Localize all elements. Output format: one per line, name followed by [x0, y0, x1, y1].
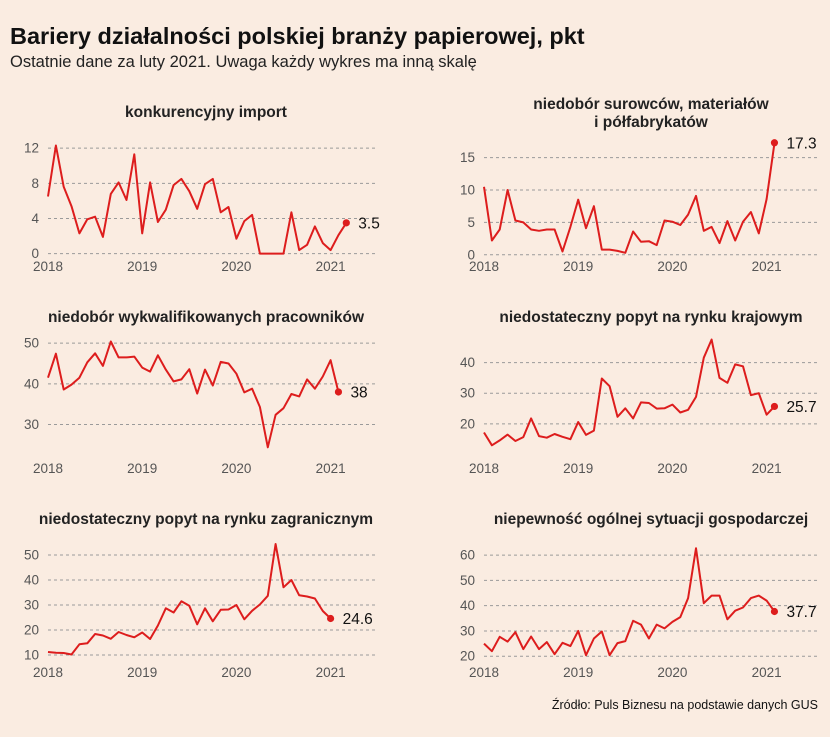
y-tick-label: 20 [460, 416, 475, 431]
end-point [342, 219, 350, 227]
x-tick-label: 2020 [657, 665, 687, 680]
end-value-label: 17.3 [786, 135, 816, 152]
end-point [770, 402, 779, 411]
x-tick-label: 2019 [563, 461, 593, 476]
series-line [47, 543, 332, 656]
x-tick-label: 2019 [563, 259, 593, 274]
x-tick-label: 2021 [752, 259, 782, 274]
y-tick-label: 50 [24, 336, 39, 351]
x-tick-label: 2018 [469, 665, 499, 680]
y-tick-label: 40 [24, 573, 39, 588]
panel-title: niedostateczny popyt na rynku krajowym [499, 309, 802, 326]
end-point [770, 607, 779, 616]
x-tick-label: 2021 [316, 665, 346, 680]
y-tick-label: 10 [24, 648, 39, 663]
y-tick-label: 10 [460, 183, 475, 198]
x-tick-label: 2018 [33, 259, 63, 274]
chart-panel: niedostateczny popyt na rynku zagraniczn… [24, 511, 378, 680]
y-tick-label: 5 [467, 215, 475, 230]
x-tick-label: 2019 [127, 665, 157, 680]
chart-panel: niedostateczny popyt na rynku krajowym 20… [460, 309, 818, 476]
x-tick-label: 2021 [316, 259, 346, 274]
panel-title: niepewność ogólnej sytuacji gospodarczej [494, 511, 808, 528]
x-tick-label: 2021 [316, 461, 346, 476]
series-line [483, 547, 776, 657]
x-tick-label: 2019 [127, 461, 157, 476]
x-tick-label: 2020 [657, 259, 687, 274]
series-line [483, 338, 776, 447]
x-tick-label: 2020 [221, 259, 251, 274]
y-tick-label: 0 [31, 246, 39, 261]
end-value-label: 37.7 [786, 604, 816, 621]
y-tick-label: 12 [24, 141, 39, 156]
panel-title: niedobór surowców, materiałów [533, 96, 769, 113]
end-value-label: 3.5 [358, 215, 380, 232]
y-tick-label: 30 [460, 623, 475, 638]
x-tick-label: 2018 [469, 259, 499, 274]
y-tick-label: 40 [460, 355, 475, 370]
chart-panel: niepewność ogólnej sytuacji gospodarczej… [460, 511, 818, 680]
y-tick-label: 50 [460, 573, 475, 588]
x-tick-label: 2020 [657, 461, 687, 476]
series-line [47, 340, 340, 449]
x-tick-label: 2021 [752, 461, 782, 476]
y-tick-label: 20 [24, 623, 39, 638]
y-tick-label: 60 [460, 548, 475, 563]
x-tick-label: 2018 [33, 461, 63, 476]
end-point [334, 388, 343, 396]
y-tick-label: 0 [467, 247, 475, 262]
end-value-label: 24.6 [343, 611, 373, 628]
panel-title: konkurencyjny import [125, 104, 287, 121]
series-line [483, 142, 776, 254]
panel-title: i półfabrykatów [594, 114, 709, 131]
source-note: Źródło: Puls Biznesu na podstawie danych… [552, 697, 818, 712]
chart-subtitle: Ostatnie dane za luty 2021. Uwaga każdy … [10, 53, 477, 71]
panel-title: niedobór wykwalifikowanych pracowników [48, 309, 365, 326]
x-tick-label: 2018 [469, 461, 499, 476]
x-tick-label: 2019 [563, 665, 593, 680]
y-tick-label: 30 [460, 386, 475, 401]
end-point [327, 614, 335, 623]
y-tick-label: 30 [24, 598, 39, 613]
y-tick-label: 50 [24, 548, 39, 563]
y-tick-label: 40 [24, 376, 39, 391]
end-point [770, 139, 779, 147]
y-tick-label: 30 [24, 417, 39, 432]
series-line [47, 144, 348, 255]
panel-title: niedostateczny popyt na rynku zagraniczn… [39, 511, 373, 528]
end-value-label: 38 [350, 384, 367, 401]
chart-title: Bariery działalności polskiej branży pap… [10, 23, 585, 49]
x-tick-label: 2020 [221, 461, 251, 476]
end-value-label: 25.7 [786, 399, 816, 416]
y-tick-label: 20 [460, 649, 475, 664]
chart-panel: konkurencyjny import 0 4 8 12 2018 2019 2020 202… [24, 104, 380, 274]
y-tick-label: 40 [460, 598, 475, 613]
y-tick-label: 15 [460, 150, 475, 165]
y-tick-label: 4 [31, 211, 39, 226]
x-tick-label: 2021 [752, 665, 782, 680]
x-tick-label: 2018 [33, 665, 63, 680]
x-tick-label: 2019 [127, 259, 157, 274]
y-tick-label: 8 [31, 176, 39, 191]
x-tick-label: 2020 [221, 665, 251, 680]
chart-panel: niedobór wykwalifikowanych pracowników 30… [24, 309, 378, 476]
